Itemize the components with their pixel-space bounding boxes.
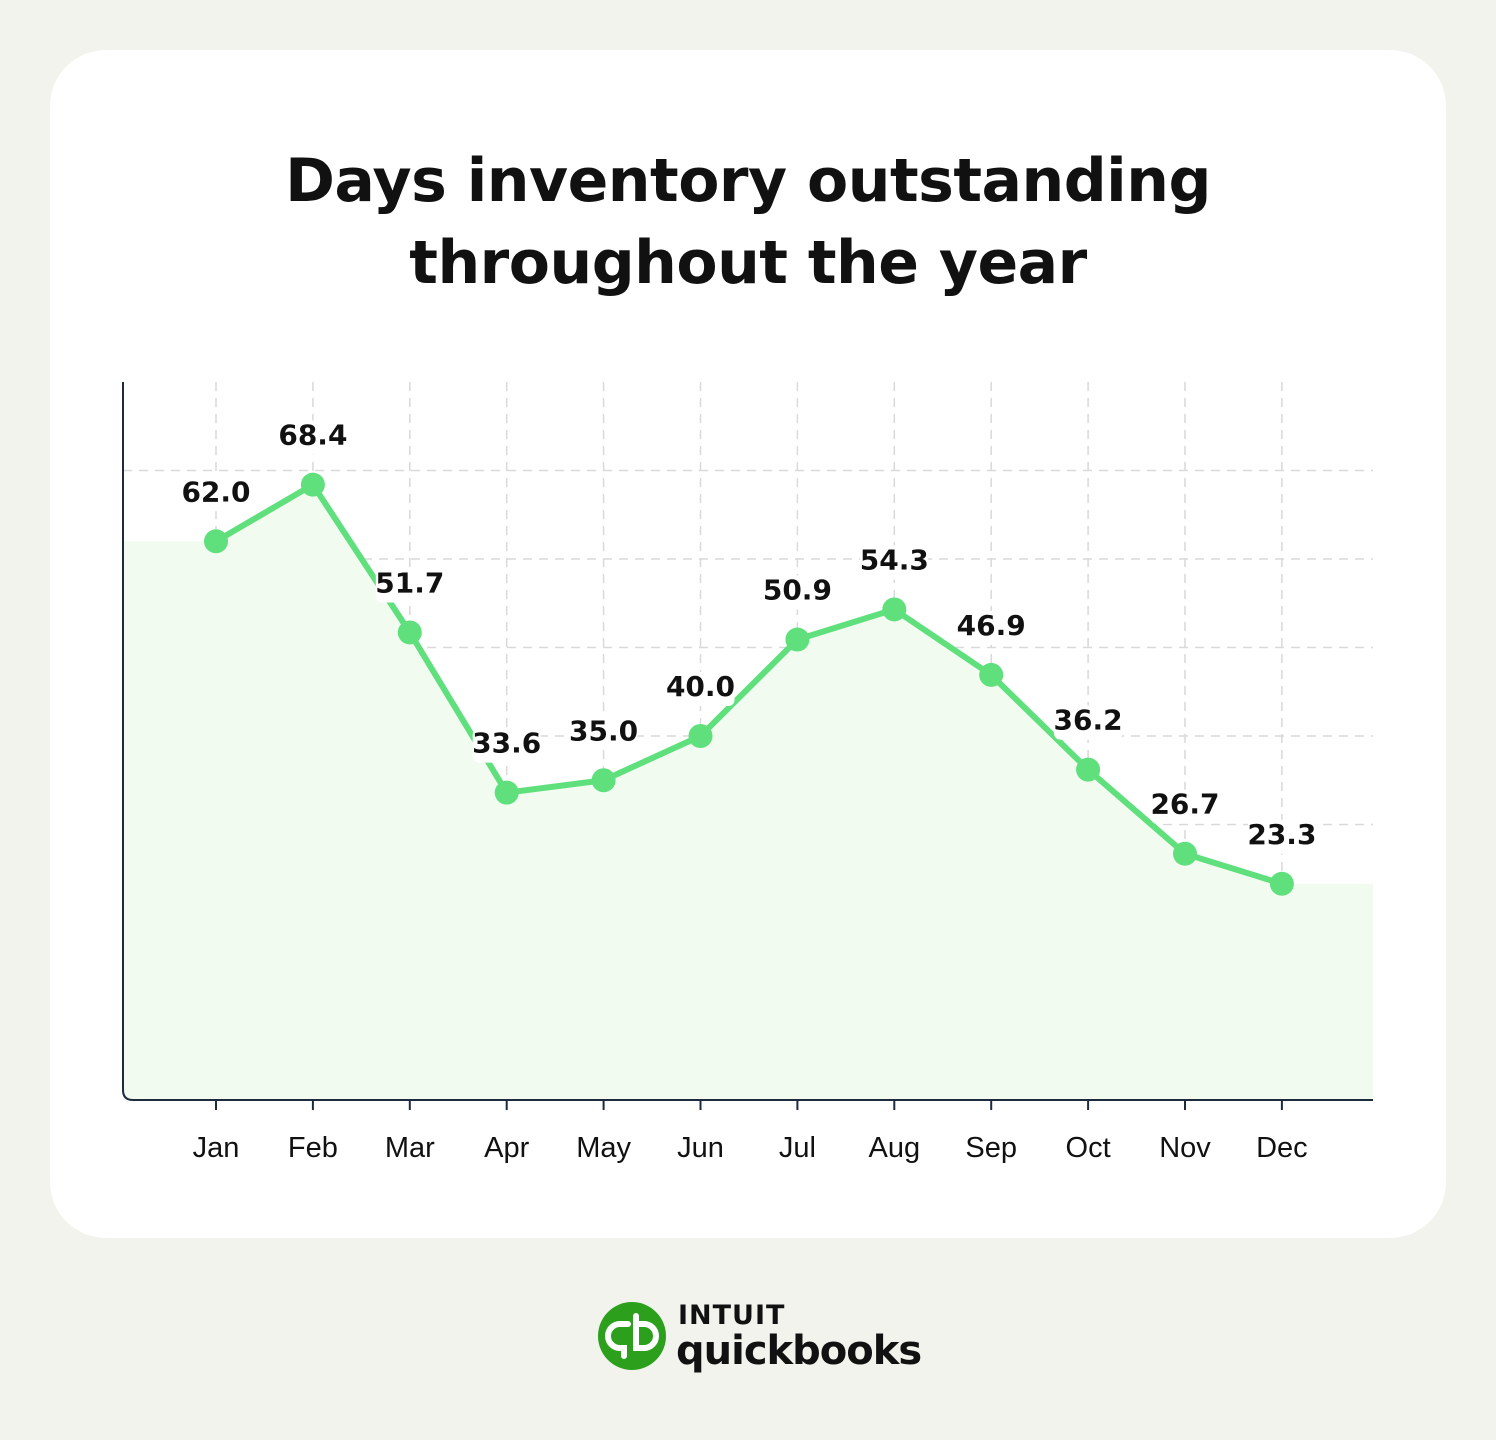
data-label: 68.4 xyxy=(278,419,347,452)
data-label-bg xyxy=(569,716,638,751)
data-label-bg xyxy=(763,575,832,610)
axis-lines xyxy=(122,382,1373,1101)
x-tick-label: Jun xyxy=(677,1132,724,1164)
axes xyxy=(122,382,1373,1110)
data-label: 33.6 xyxy=(472,727,541,760)
data-point xyxy=(494,780,519,805)
x-tick-label: Aug xyxy=(868,1132,920,1164)
series-line xyxy=(213,481,1285,887)
data-labels: 62.0 68.4 51.7 33.6 35.0 40.0 50.9 54.3 46.9 36.2… xyxy=(181,419,1316,854)
series-line-path xyxy=(213,481,1285,887)
data-label: 23.3 xyxy=(1247,818,1316,851)
data-label-bg xyxy=(1151,789,1219,824)
data-label: 26.7 xyxy=(1150,788,1219,821)
data-point xyxy=(300,472,325,497)
x-tick-label: Mar xyxy=(385,1132,435,1164)
qb-glyph xyxy=(605,1313,659,1359)
data-label: 51.7 xyxy=(375,566,444,599)
data-label-bg xyxy=(472,728,541,763)
data-label: 46.9 xyxy=(957,609,1026,642)
data-point xyxy=(591,768,616,793)
data-point xyxy=(785,627,810,652)
data-label: 36.2 xyxy=(1054,704,1123,737)
data-points xyxy=(204,472,1294,896)
chart-title-line-1: Days inventory outstanding xyxy=(285,146,1211,216)
x-tick-label: Jul xyxy=(779,1132,816,1164)
area-fill xyxy=(123,484,1373,1100)
chart-title: Days inventory outstanding throughout th… xyxy=(0,140,1496,304)
x-tick-label: Feb xyxy=(288,1132,338,1164)
x-tick-labels: Jan Feb Mar Apr May Jun Jul Aug Sep Oct Nov Dec xyxy=(193,1132,1308,1164)
data-label-bg xyxy=(182,477,250,512)
data-label-bg xyxy=(666,672,735,706)
x-tick-label: Dec xyxy=(1256,1132,1308,1164)
data-label: 40.0 xyxy=(666,670,735,703)
data-point xyxy=(688,724,713,748)
data-label-bg xyxy=(1054,705,1123,740)
data-point xyxy=(979,662,1004,687)
data-point xyxy=(882,597,907,622)
data-label: 54.3 xyxy=(860,543,929,576)
x-tick-label: Nov xyxy=(1159,1132,1211,1164)
qb-logo-icon xyxy=(598,1302,666,1370)
data-label-bg xyxy=(278,420,347,455)
data-label-bg xyxy=(860,545,929,580)
intuit-wordmark: INTUIT xyxy=(678,1300,786,1331)
area-fill-shape xyxy=(123,484,1373,1100)
data-point xyxy=(397,620,422,645)
x-tick-label: Oct xyxy=(1066,1132,1111,1164)
data-label: 50.9 xyxy=(763,574,832,607)
data-point xyxy=(204,529,228,554)
data-label-bg xyxy=(375,568,444,603)
data-label: 62.0 xyxy=(181,475,250,508)
x-tick-label: Jan xyxy=(193,1132,240,1164)
x-tick-label: Apr xyxy=(484,1132,529,1164)
x-tick-label: May xyxy=(576,1132,631,1164)
data-point xyxy=(1269,871,1294,896)
x-tick-label: Sep xyxy=(965,1132,1017,1164)
data-point xyxy=(1076,757,1101,782)
chart-title-line-2: throughout the year xyxy=(409,228,1087,298)
data-label-bg xyxy=(957,610,1026,645)
quickbooks-logo: INTUIT quickbooks xyxy=(598,1300,922,1380)
quickbooks-wordmark: quickbooks xyxy=(676,1328,922,1374)
data-label-bg xyxy=(1247,819,1316,854)
data-point xyxy=(1173,841,1197,866)
data-label: 35.0 xyxy=(569,714,638,747)
